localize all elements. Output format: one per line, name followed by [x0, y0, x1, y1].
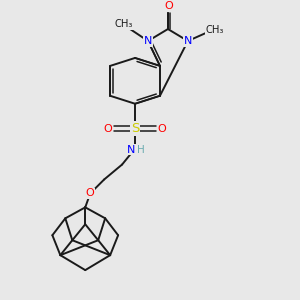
Text: N: N: [184, 36, 192, 46]
Text: CH₃: CH₃: [206, 25, 224, 35]
Text: H: H: [137, 145, 145, 154]
Text: CH₃: CH₃: [115, 19, 133, 29]
Text: O: O: [158, 124, 166, 134]
Text: S: S: [131, 122, 139, 135]
Text: O: O: [86, 188, 94, 198]
Text: O: O: [165, 1, 173, 11]
Text: N: N: [144, 36, 152, 46]
Text: N: N: [127, 145, 135, 154]
Text: O: O: [104, 124, 112, 134]
